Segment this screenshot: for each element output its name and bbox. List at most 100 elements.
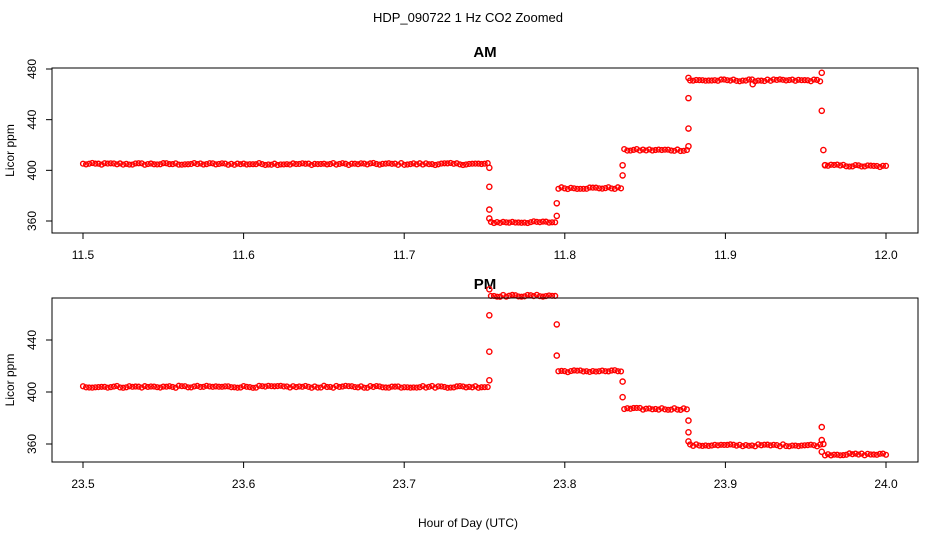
data-point [714,442,722,449]
data-point [410,384,417,391]
data-point [466,383,473,390]
data-point [627,147,634,154]
data-point [286,161,294,168]
data-point [515,293,522,300]
data-point [413,384,420,391]
data-point [86,160,93,167]
x-axis-label: Hour of Day (UTC) [418,516,518,530]
data-point [602,368,609,375]
data-point [685,142,692,150]
data-point [795,443,802,450]
data-point [539,293,547,300]
data-point [627,405,634,412]
data-point [398,384,405,391]
data-point [658,405,665,412]
data-point [685,438,692,445]
data-point [855,451,862,458]
data-point [685,74,692,82]
data-point [570,367,578,374]
data-point [708,77,715,84]
data-point [116,384,124,391]
data-point [824,162,832,169]
data-point [693,76,700,84]
data-point [218,160,226,167]
data-point [685,125,692,132]
data-point [425,383,433,390]
data-point [481,160,488,167]
data-point [234,160,241,167]
data-point [82,161,90,168]
data-point [256,160,263,167]
data-point [521,293,528,300]
data-point [200,383,207,390]
data-point [807,441,814,448]
data-point [846,450,853,457]
data-point [95,160,102,167]
data-point [843,163,850,170]
data-point [804,442,811,449]
data-point [761,441,768,448]
data-point [755,441,762,448]
data-point [231,161,238,168]
data-point [827,161,835,168]
data-point [810,76,818,83]
data-point [870,451,877,458]
data-point [293,384,300,391]
data-point [283,383,291,390]
am-data-points [79,69,890,227]
data-point [348,160,355,167]
data-point [200,161,207,168]
data-point [262,383,269,390]
data-point [739,77,746,84]
data-point [447,384,454,391]
data-point [834,451,841,458]
data-point [222,383,229,390]
data-point [138,384,145,391]
data-point [677,147,684,155]
data-point [252,161,260,168]
data-point [643,147,650,154]
data-point [834,161,841,168]
data-point [599,185,606,192]
data-point [503,219,510,226]
data-point [633,404,640,412]
data-point [820,440,827,448]
data-point [864,162,871,169]
data-point [120,384,127,391]
data-point [351,160,358,167]
data-point [733,77,740,84]
data-point [271,383,278,390]
y-tick-label: 400 [25,382,39,402]
y-tick-label: 400 [25,160,39,180]
data-point [592,368,600,375]
data-point [212,161,219,168]
data-point [553,212,561,220]
data-point [561,368,568,375]
data-point [764,441,771,448]
data-point [475,384,482,391]
data-point [169,383,176,391]
data-point [574,367,581,374]
data-point [376,383,383,390]
data-point [166,383,173,390]
data-point [469,160,476,167]
data-point [311,383,318,390]
data-point [717,441,725,448]
data-point [327,383,334,391]
data-point [385,160,392,167]
data-point [580,185,587,192]
data-point [401,384,408,391]
data-point [132,160,139,167]
data-point [203,382,210,389]
data-point [758,77,765,84]
data-point [320,160,328,167]
data-point [685,94,692,102]
data-point [391,383,399,390]
data-point [86,384,93,391]
data-point [345,383,352,390]
data-point [533,291,540,298]
data-point [680,405,687,412]
data-point [564,185,571,193]
data-point [212,383,219,390]
